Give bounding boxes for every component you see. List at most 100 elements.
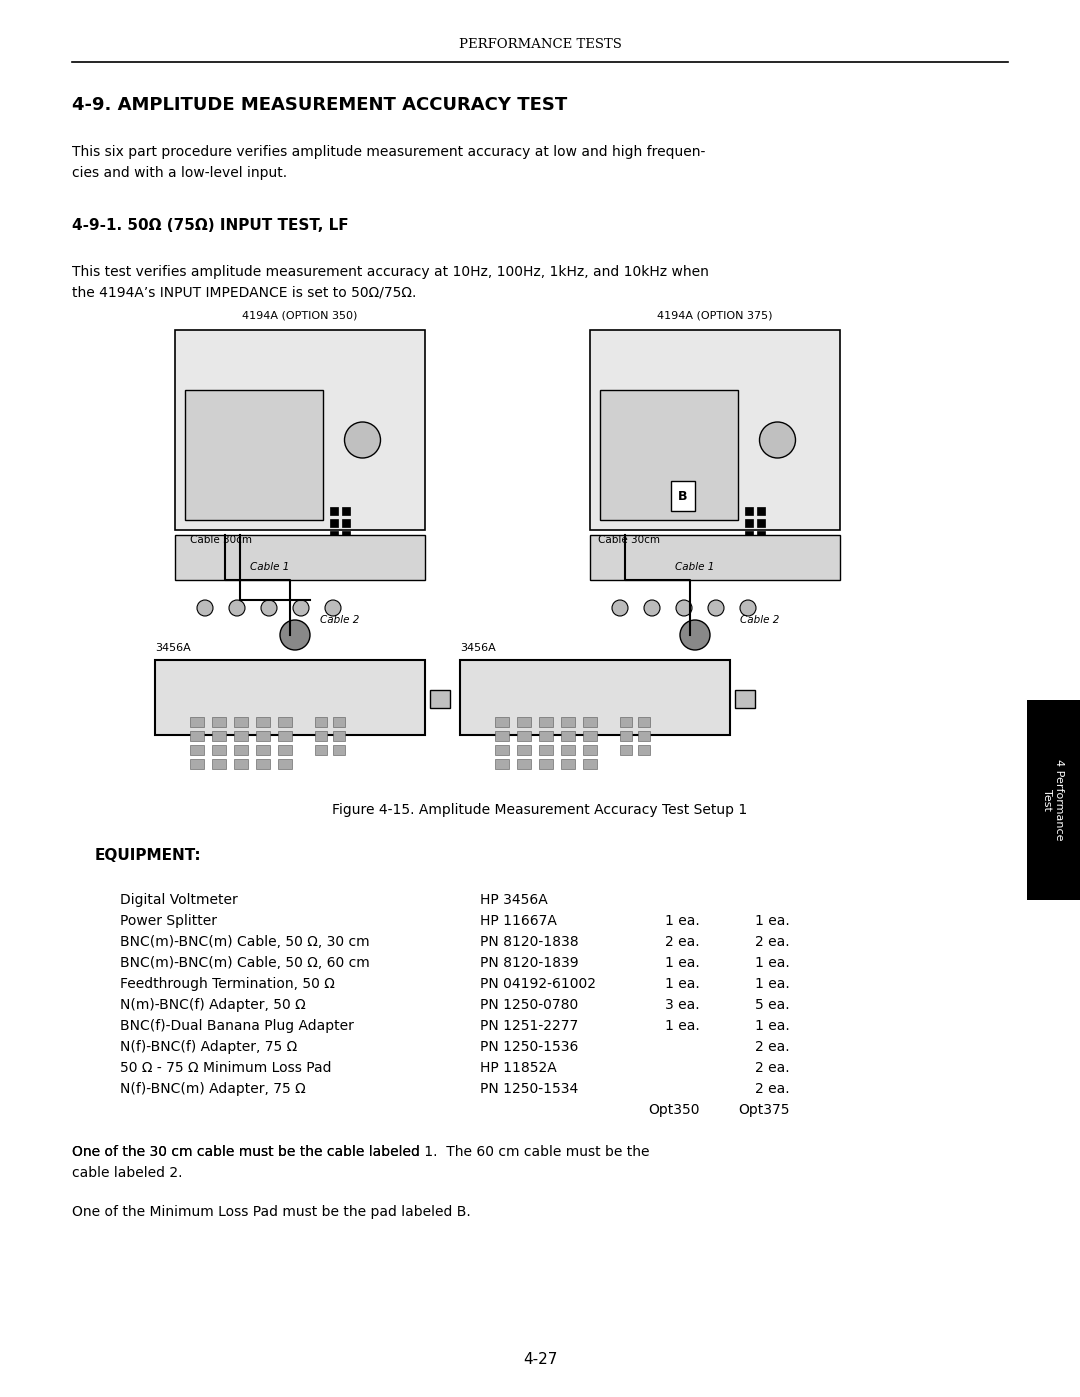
Bar: [517, 759, 531, 768]
Text: HP 3456A: HP 3456A: [480, 893, 548, 907]
Text: BNC(m)-BNC(m) Cable, 50 Ω, 60 cm: BNC(m)-BNC(m) Cable, 50 Ω, 60 cm: [120, 956, 369, 970]
Circle shape: [644, 599, 660, 616]
Bar: [561, 717, 575, 726]
Bar: [757, 543, 765, 550]
FancyBboxPatch shape: [175, 535, 426, 580]
Text: N(f)-BNC(m) Adapter, 75 Ω: N(f)-BNC(m) Adapter, 75 Ω: [120, 1083, 306, 1097]
FancyBboxPatch shape: [175, 330, 426, 529]
Bar: [256, 759, 270, 768]
Bar: [234, 731, 248, 740]
FancyBboxPatch shape: [460, 659, 730, 735]
Bar: [583, 745, 597, 754]
Bar: [517, 731, 531, 740]
Text: 4194A (OPTION 375): 4194A (OPTION 375): [658, 310, 773, 320]
Bar: [745, 520, 753, 527]
Text: Cable 2: Cable 2: [740, 615, 780, 624]
Text: 2 ea.: 2 ea.: [755, 935, 789, 949]
Text: PERFORMANCE TESTS: PERFORMANCE TESTS: [459, 39, 621, 52]
Circle shape: [229, 599, 245, 616]
Bar: [620, 731, 632, 740]
Bar: [330, 531, 338, 539]
Bar: [561, 745, 575, 754]
Bar: [330, 520, 338, 527]
Bar: [638, 731, 650, 740]
Text: 2 ea.: 2 ea.: [755, 1039, 789, 1053]
Bar: [234, 745, 248, 754]
Bar: [278, 717, 292, 726]
Bar: [539, 759, 553, 768]
Text: PN 1250-0780: PN 1250-0780: [480, 997, 578, 1011]
Text: 1 ea.: 1 ea.: [755, 956, 789, 970]
Text: PN 04192-61002: PN 04192-61002: [480, 977, 596, 990]
FancyBboxPatch shape: [1027, 700, 1080, 900]
FancyBboxPatch shape: [600, 390, 738, 520]
Text: 2 ea.: 2 ea.: [665, 935, 700, 949]
Bar: [333, 731, 345, 740]
Bar: [517, 745, 531, 754]
FancyBboxPatch shape: [590, 330, 840, 529]
Bar: [342, 520, 350, 527]
Text: 4 Performance
Test: 4 Performance Test: [1042, 759, 1064, 841]
Text: Cable 30cm: Cable 30cm: [598, 535, 660, 545]
Bar: [315, 731, 327, 740]
Text: B: B: [678, 490, 688, 503]
Bar: [583, 717, 597, 726]
Bar: [234, 717, 248, 726]
Text: N(f)-BNC(f) Adapter, 75 Ω: N(f)-BNC(f) Adapter, 75 Ω: [120, 1039, 297, 1053]
Circle shape: [676, 599, 692, 616]
Text: HP 11852A: HP 11852A: [480, 1060, 557, 1076]
Bar: [757, 531, 765, 539]
Circle shape: [280, 620, 310, 650]
Bar: [342, 531, 350, 539]
Bar: [278, 745, 292, 754]
Circle shape: [708, 599, 724, 616]
Bar: [256, 717, 270, 726]
Bar: [212, 717, 226, 726]
Bar: [495, 745, 509, 754]
Text: Power Splitter: Power Splitter: [120, 914, 217, 928]
Bar: [234, 759, 248, 768]
Bar: [315, 717, 327, 726]
Bar: [638, 745, 650, 754]
Circle shape: [612, 599, 627, 616]
Bar: [256, 731, 270, 740]
Bar: [190, 731, 204, 740]
Text: 4194A (OPTION 350): 4194A (OPTION 350): [242, 310, 357, 320]
Bar: [315, 745, 327, 754]
Bar: [278, 731, 292, 740]
Bar: [278, 759, 292, 768]
Text: 1 ea.: 1 ea.: [665, 914, 700, 928]
Bar: [190, 759, 204, 768]
Text: PN 1250-1536: PN 1250-1536: [480, 1039, 579, 1053]
Text: This test verifies amplitude measurement accuracy at 10Hz, 100Hz, 1kHz, and 10kH: This test verifies amplitude measurement…: [72, 265, 708, 299]
Bar: [539, 745, 553, 754]
Bar: [620, 717, 632, 726]
Bar: [583, 731, 597, 740]
Text: 1 ea.: 1 ea.: [665, 1018, 700, 1032]
Bar: [190, 745, 204, 754]
Circle shape: [740, 599, 756, 616]
Text: This six part procedure verifies amplitude measurement accuracy at low and high : This six part procedure verifies amplitu…: [72, 145, 705, 180]
Bar: [583, 759, 597, 768]
Text: 1 ea.: 1 ea.: [755, 914, 789, 928]
Text: Figure 4-15. Amplitude Measurement Accuracy Test Setup 1: Figure 4-15. Amplitude Measurement Accur…: [333, 803, 747, 817]
Bar: [745, 507, 753, 515]
Bar: [212, 759, 226, 768]
Text: 4-9. AMPLITUDE MEASUREMENT ACCURACY TEST: 4-9. AMPLITUDE MEASUREMENT ACCURACY TEST: [72, 96, 567, 115]
Text: 3456A: 3456A: [156, 643, 191, 652]
Bar: [342, 543, 350, 550]
Text: 1 ea.: 1 ea.: [755, 977, 789, 990]
Bar: [495, 731, 509, 740]
Text: BNC(f)-Dual Banana Plug Adapter: BNC(f)-Dual Banana Plug Adapter: [120, 1018, 354, 1032]
Text: 4-27: 4-27: [523, 1352, 557, 1368]
Bar: [212, 731, 226, 740]
FancyBboxPatch shape: [590, 535, 840, 580]
Bar: [638, 717, 650, 726]
Text: 3 ea.: 3 ea.: [665, 997, 700, 1011]
Bar: [745, 543, 753, 550]
Text: 2 ea.: 2 ea.: [755, 1083, 789, 1097]
Circle shape: [293, 599, 309, 616]
Bar: [342, 507, 350, 515]
Circle shape: [261, 599, 276, 616]
Text: Cable 1: Cable 1: [249, 562, 289, 571]
